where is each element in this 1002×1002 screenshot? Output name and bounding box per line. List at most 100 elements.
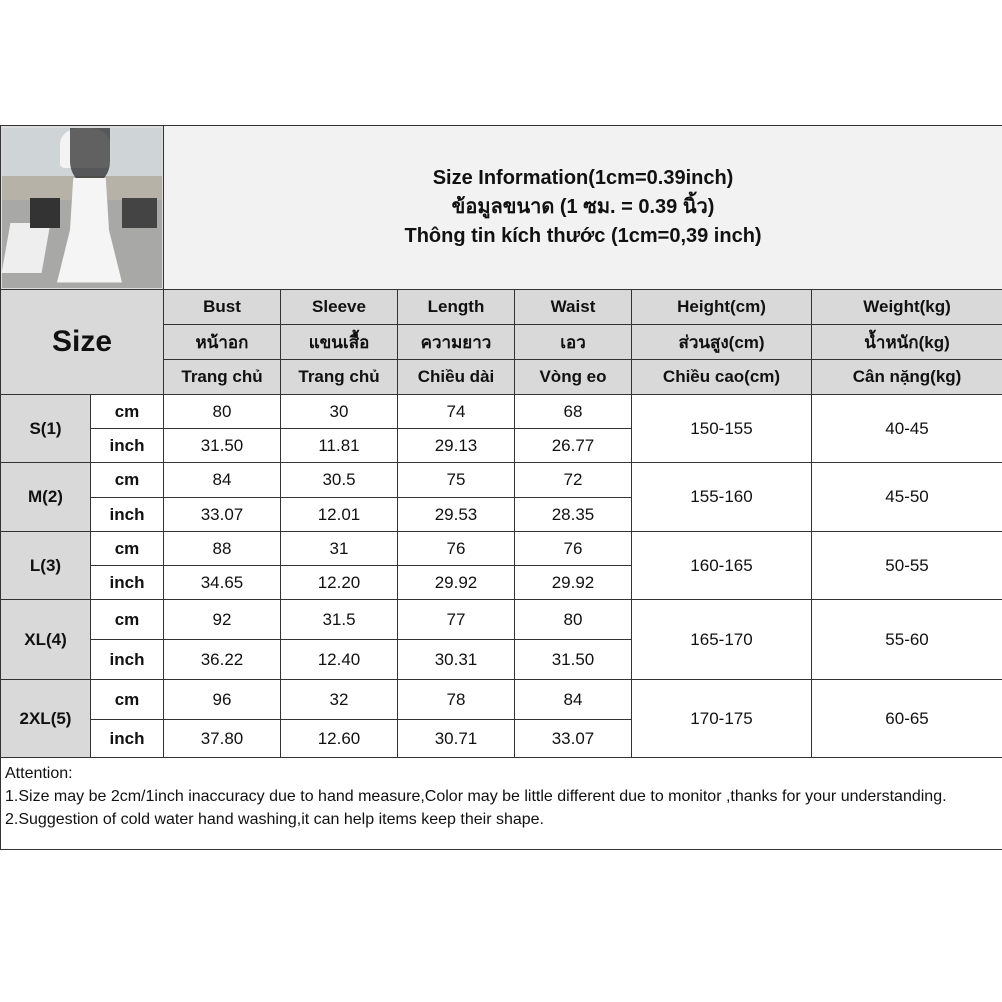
height-range: 165-170 xyxy=(631,599,812,680)
title-thai: ข้อมูลขนาด (1 ซม. = 0.39 นิ้ว) xyxy=(451,196,715,218)
measurement-cell: 29.13 xyxy=(397,428,515,463)
measurement-cell: 76 xyxy=(397,531,515,566)
table-row: L(3) cm 88 31 76 76 160-165 50-55 xyxy=(0,531,1002,600)
attention-note-1: 1.Size may be 2cm/1inch inaccuracy due t… xyxy=(5,788,947,805)
measurement-cell: 33.07 xyxy=(514,719,632,758)
weight-range: 50-55 xyxy=(810,531,1002,600)
col-header-th: หน้าอก xyxy=(163,324,281,360)
col-header-en: Height(cm) xyxy=(631,289,812,325)
size-header: Size xyxy=(0,289,164,395)
measurement-cell: 37.80 xyxy=(163,719,281,758)
unit-label: inch xyxy=(90,639,164,680)
height-range: 170-175 xyxy=(631,679,812,758)
measurement-cell: 68 xyxy=(514,394,632,429)
height-range: 155-160 xyxy=(631,462,812,532)
col-header-en: Bust xyxy=(163,289,281,325)
table-row: inch 36.22 12.40 30.31 31.50 xyxy=(1,639,1002,680)
measurement-cell: 88 xyxy=(163,531,281,566)
weight-range: 60-65 xyxy=(810,679,1002,758)
col-header-vi: Trang chủ xyxy=(163,359,281,395)
measurement-cell: 26.77 xyxy=(514,428,632,463)
table-row: inch 31.50 11.81 29.13 26.77 xyxy=(1,428,1002,463)
col-header-vi: Chiều dài xyxy=(397,359,515,395)
product-photo xyxy=(0,125,164,290)
measurement-cell: 12.60 xyxy=(280,719,398,758)
measurement-cell: 29.92 xyxy=(514,565,632,600)
measurement-cell: 72 xyxy=(514,462,632,498)
measurement-cell: 80 xyxy=(514,599,632,640)
measurement-cell: 28.35 xyxy=(514,497,632,532)
measurement-cell: 31.50 xyxy=(514,639,632,680)
table-row: S(1) cm 80 30 74 68 150-155 40-45 xyxy=(0,394,1002,463)
unit-label: cm xyxy=(90,531,164,566)
table-row: 2XL(5) cm 96 32 78 84 170-175 60-65 xyxy=(0,679,1002,758)
col-header-th: ส่วนสูง(cm) xyxy=(631,324,812,360)
table-row: inch 33.07 12.01 29.53 28.35 xyxy=(1,497,1002,532)
unit-label: cm xyxy=(90,679,164,720)
measurement-cell: 31.5 xyxy=(280,599,398,640)
weight-range: 55-60 xyxy=(810,599,1002,680)
unit-label: inch xyxy=(90,497,164,532)
measurement-cell: 80 xyxy=(163,394,281,429)
weight-range: 40-45 xyxy=(810,394,1002,463)
measurement-cell: 30.5 xyxy=(280,462,398,498)
height-range: 150-155 xyxy=(631,394,812,463)
size-label: S(1) xyxy=(0,394,91,463)
measurement-cell: 29.53 xyxy=(397,497,515,532)
measurement-cell: 30 xyxy=(280,394,398,429)
col-header-vi: Vòng eo xyxy=(514,359,632,395)
measurement-cell: 75 xyxy=(397,462,515,498)
title-english: Size Information(1cm=0.39inch) xyxy=(432,167,734,189)
measurement-cell: 76 xyxy=(514,531,632,566)
size-label: 2XL(5) xyxy=(0,679,91,758)
col-header-vi: Trang chủ xyxy=(280,359,398,395)
size-label: M(2) xyxy=(0,462,91,532)
weight-range: 45-50 xyxy=(810,462,1002,532)
measurement-cell: 34.65 xyxy=(163,565,281,600)
measurement-cell: 96 xyxy=(163,679,281,720)
measurement-cell: 33.07 xyxy=(163,497,281,532)
measurement-cell: 12.01 xyxy=(280,497,398,532)
measurement-cell: 78 xyxy=(397,679,515,720)
attention-heading: Attention: xyxy=(5,765,73,782)
measurement-cell: 11.81 xyxy=(280,428,398,463)
col-header-en: Waist xyxy=(514,289,632,325)
col-header-th: ความยาว xyxy=(397,324,515,360)
attention-notes: Attention: 1.Size may be 2cm/1inch inacc… xyxy=(0,757,1002,850)
col-header-th: แขนเสื้อ xyxy=(280,324,398,360)
unit-label: inch xyxy=(90,565,164,600)
measurement-cell: 32 xyxy=(280,679,398,720)
measurement-cell: 36.22 xyxy=(163,639,281,680)
chart-title: Size Information(1cm=0.39inch) ข้อมูลขนา… xyxy=(162,125,1002,290)
measurement-cell: 12.40 xyxy=(280,639,398,680)
measurement-cell: 29.92 xyxy=(397,565,515,600)
unit-label: cm xyxy=(90,462,164,498)
measurement-cell: 30.71 xyxy=(397,719,515,758)
col-header-th: น้ำหนัก(kg) xyxy=(810,324,1002,360)
unit-label: cm xyxy=(90,394,164,429)
col-header-th: เอว xyxy=(514,324,632,360)
unit-label: cm xyxy=(90,599,164,640)
table-row: inch 34.65 12.20 29.92 29.92 xyxy=(1,565,1002,600)
table-row: inch 37.80 12.60 30.71 33.07 xyxy=(1,719,1002,758)
measurement-cell: 84 xyxy=(163,462,281,498)
unit-label: inch xyxy=(90,719,164,758)
unit-label: inch xyxy=(90,428,164,463)
measurement-cell: 12.20 xyxy=(280,565,398,600)
measurement-cell: 31 xyxy=(280,531,398,566)
col-header-vi: Chiều cao(cm) xyxy=(631,359,812,395)
measurement-cell: 31.50 xyxy=(163,428,281,463)
measurement-cell: 92 xyxy=(163,599,281,640)
measurement-cell: 84 xyxy=(514,679,632,720)
title-vietnamese: Thông tin kích thước (1cm=0,39 inch) xyxy=(404,225,762,247)
attention-note-2: 2.Suggestion of cold water hand washing,… xyxy=(5,811,544,828)
table-row: XL(4) cm 92 31.5 77 80 165-170 55-60 xyxy=(0,599,1002,680)
col-header-en: Sleeve xyxy=(280,289,398,325)
col-header-en: Weight(kg) xyxy=(810,289,1002,325)
col-header-vi: Cân nặng(kg) xyxy=(810,359,1002,395)
table-row: M(2) cm 84 30.5 75 72 155-160 45-50 xyxy=(0,462,1002,532)
measurement-cell: 77 xyxy=(397,599,515,640)
size-label: XL(4) xyxy=(0,599,91,680)
height-range: 160-165 xyxy=(631,531,812,600)
measurement-cell: 74 xyxy=(397,394,515,429)
